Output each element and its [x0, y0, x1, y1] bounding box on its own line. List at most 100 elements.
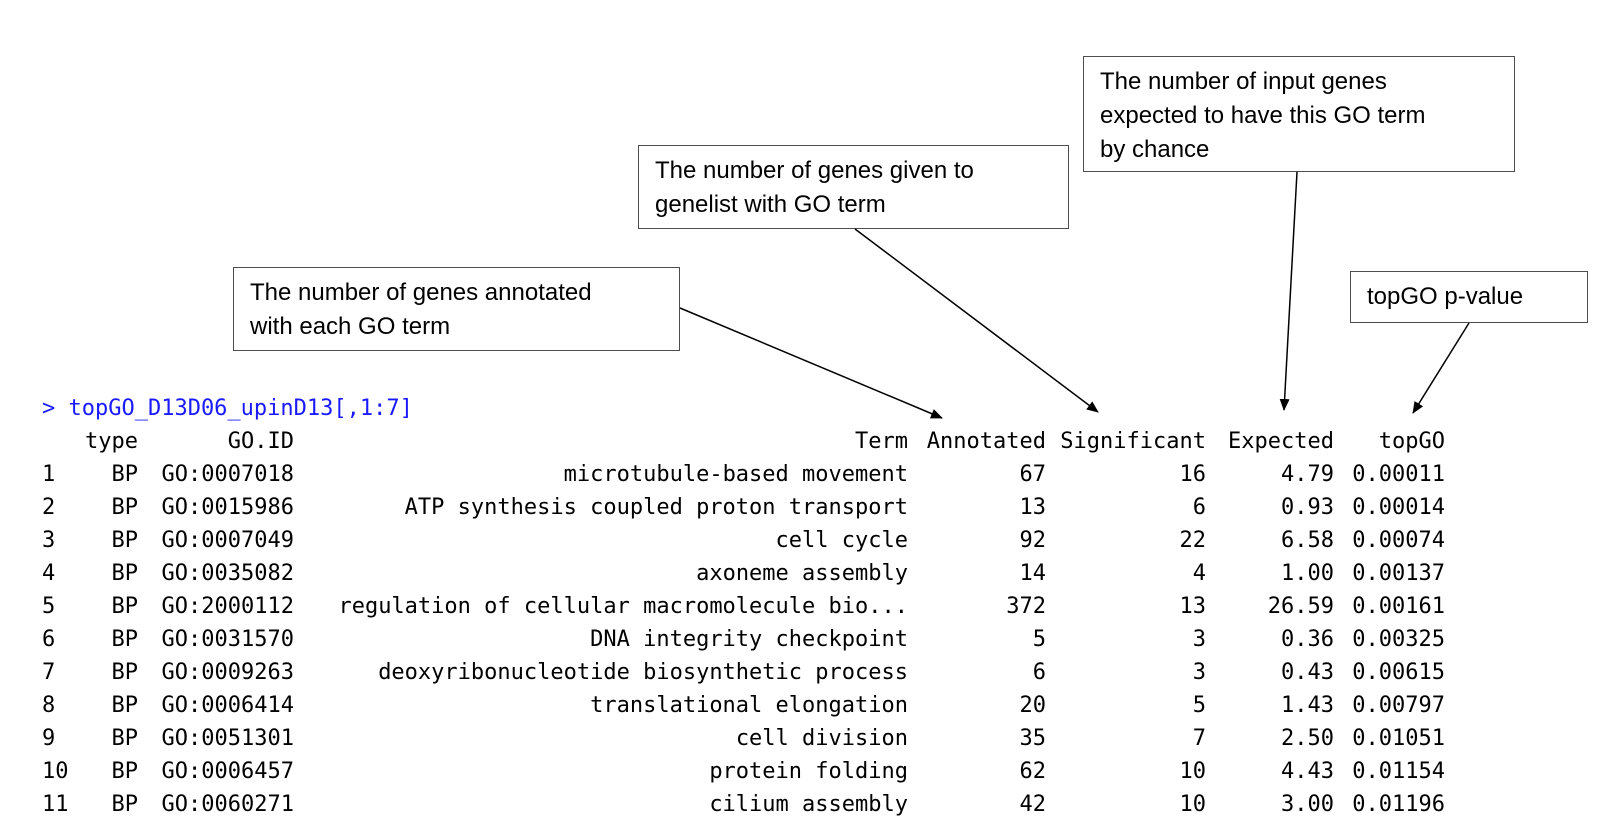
cell-topgo: 0.00797: [1352, 693, 1445, 718]
table-row: 2 BP GO:0015986 ATP synthesis coupled proto…: [0, 491, 1445, 524]
cell-annotated: 6: [1032, 660, 1046, 685]
row-index: 8: [42, 693, 56, 718]
arrow-expected: [1279, 171, 1298, 411]
row-index: 6: [42, 627, 56, 652]
callout-expected-line-1: The number of input genes: [1100, 68, 1387, 95]
cell-term: translational elongation: [590, 693, 908, 718]
cell-type: BP: [111, 792, 139, 817]
cell-expected: 4.79: [1281, 462, 1334, 487]
row-index: 7: [42, 660, 56, 685]
cell-topgo: 0.00325: [1352, 627, 1445, 652]
arrow-significant: [854, 228, 1099, 413]
cell-expected: 0.93: [1281, 495, 1334, 520]
cell-go-id: GO:0006457: [161, 759, 294, 784]
cell-expected: 0.43: [1281, 660, 1334, 685]
r-console-output: > topGO_D13D06_upinD13[,1:7] type GO.ID …: [0, 392, 1445, 821]
cell-type: BP: [111, 561, 139, 586]
cell-term: protein folding: [709, 759, 908, 784]
cell-go-id: GO:0060271: [161, 792, 294, 817]
cell-topgo: 0.01154: [1352, 759, 1445, 784]
cell-significant: 13: [1179, 594, 1207, 619]
table-row: 6 BP GO:0031570 DNA integrity checkpoint 5 3 0…: [0, 623, 1445, 656]
table-row: 7 BP GO:0009263 deoxyribonucleotide biosynt…: [0, 656, 1445, 689]
cell-go-id: GO:0015986: [161, 495, 294, 520]
cell-topgo: 0.00074: [1352, 528, 1445, 553]
header-expected: Expected: [1228, 429, 1334, 454]
header-significant: Significant: [1060, 429, 1206, 454]
cell-annotated: 5: [1032, 627, 1046, 652]
cell-expected: 0.36: [1281, 627, 1334, 652]
cell-expected: 4.43: [1281, 759, 1334, 784]
cell-topgo: 0.00011: [1352, 462, 1445, 487]
cell-type: BP: [111, 627, 139, 652]
callout-significant-line-1: The number of genes given to: [655, 157, 974, 184]
callout-annotated-line-2: with each GO term: [250, 313, 451, 340]
cell-significant: 3: [1192, 627, 1206, 652]
table-row: 1 BP GO:0007018 microtubule-based movement 6…: [0, 458, 1445, 491]
row-index: 1: [42, 462, 56, 487]
cell-term: ATP synthesis coupled proton transport: [404, 495, 908, 520]
cell-significant: 16: [1179, 462, 1207, 487]
cell-type: BP: [111, 693, 139, 718]
callout-topgo-line-1: topGO p-value: [1367, 283, 1524, 310]
table-header-row: type GO.ID Term Annotated Significant Ex…: [0, 425, 1445, 458]
cell-annotated: 35: [1019, 726, 1047, 751]
cell-term: microtubule-based movement: [563, 462, 908, 487]
callout-expected-line-2: expected to have this GO term: [1100, 102, 1426, 129]
cell-topgo: 0.01196: [1352, 792, 1445, 817]
callout-significant-line-2: genelist with GO term: [655, 191, 886, 218]
cell-topgo: 0.00014: [1352, 495, 1445, 520]
callout-annotated-line-1: The number of genes annotated: [250, 279, 592, 306]
cell-expected: 2.50: [1281, 726, 1334, 751]
cell-term: cilium assembly: [709, 792, 908, 817]
cell-term: cell cycle: [775, 528, 908, 553]
cell-topgo: 0.00137: [1352, 561, 1445, 586]
row-index: 11: [42, 792, 69, 817]
cell-type: BP: [111, 495, 139, 520]
cell-go-id: GO:0007049: [161, 528, 294, 553]
cell-annotated: 372: [1006, 594, 1046, 619]
row-index: 3: [42, 528, 56, 553]
row-index: 2: [42, 495, 56, 520]
table-row: 4 BP GO:0035082 axoneme assembly 14 4 1.00 0.00…: [0, 557, 1445, 590]
cell-annotated: 67: [1019, 462, 1047, 487]
cell-term: axoneme assembly: [696, 561, 908, 586]
cell-go-id: GO:0051301: [161, 726, 294, 751]
cell-type: BP: [111, 594, 139, 619]
table-row: 10 BP GO:0006457 protein folding 62 10 4.43 0.0…: [0, 755, 1445, 788]
cell-term: regulation of cellular macromolecule bio…: [338, 594, 908, 619]
cell-term: deoxyribonucleotide biosynthetic process: [378, 660, 908, 685]
cell-term: cell division: [735, 726, 908, 751]
callout-expected: The number of input genes expected to ha…: [1083, 56, 1515, 172]
cell-annotated: 14: [1019, 561, 1047, 586]
cell-significant: 10: [1179, 792, 1207, 817]
row-index: 9: [42, 726, 56, 751]
cell-type: BP: [111, 726, 139, 751]
cell-topgo: 0.01051: [1352, 726, 1445, 751]
cell-topgo: 0.00161: [1352, 594, 1445, 619]
header-type: type: [85, 429, 138, 454]
cell-go-id: GO:0009263: [161, 660, 294, 685]
table-row: 8 BP GO:0006414 translational elongation 20 5…: [0, 689, 1445, 722]
cell-go-id: GO:0007018: [161, 462, 294, 487]
cell-type: BP: [111, 462, 139, 487]
callout-expected-line-3: by chance: [1100, 136, 1210, 163]
cell-expected: 26.59: [1267, 594, 1334, 619]
cell-expected: 1.43: [1281, 693, 1334, 718]
header-annotated: Annotated: [926, 429, 1046, 454]
cell-go-id: GO:0035082: [161, 561, 294, 586]
row-index: 10: [42, 759, 69, 784]
cell-type: BP: [111, 660, 139, 685]
cell-go-id: GO:2000112: [161, 594, 294, 619]
callout-annotated: The number of genes annotated with each …: [233, 267, 680, 351]
cell-significant: 7: [1192, 726, 1206, 751]
callout-significant: The number of genes given to genelist wi…: [638, 145, 1069, 229]
cell-go-id: GO:0006414: [161, 693, 294, 718]
cell-type: BP: [111, 759, 139, 784]
cell-annotated: 92: [1019, 528, 1047, 553]
cell-annotated: 42: [1019, 792, 1047, 817]
cell-expected: 6.58: [1281, 528, 1334, 553]
cell-annotated: 20: [1019, 693, 1047, 718]
cell-term: DNA integrity checkpoint: [590, 627, 908, 652]
